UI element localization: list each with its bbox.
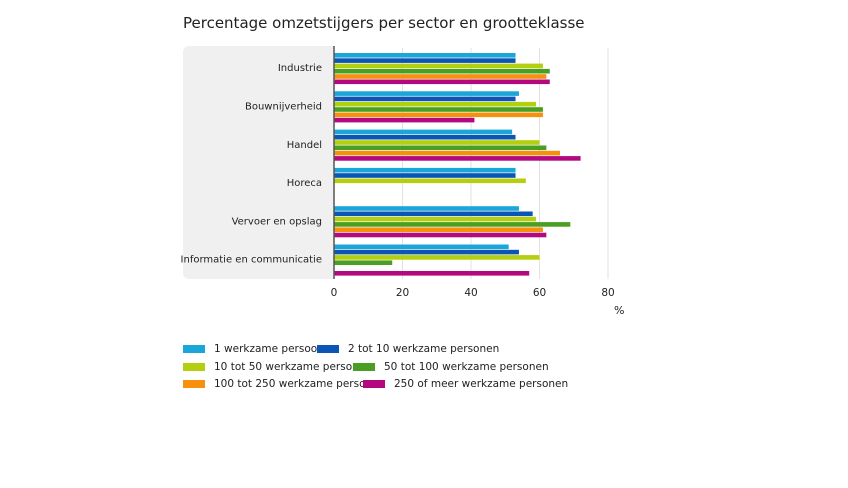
bar [334,112,543,118]
legend-swatch [317,345,339,353]
legend-label: 50 tot 100 werkzame personen [384,361,549,373]
bar [334,216,537,222]
legend-label: 2 tot 10 werkzame personen [348,343,500,355]
bar [334,68,550,74]
bar [334,107,543,112]
bar [334,134,516,140]
bar [334,91,519,96]
bar [334,150,561,156]
bar-chart: 0 20 40 60 80 Industrie Bouwnijverheid Handel Ho… [181,46,620,299]
x-tick-label: 80 [601,287,614,299]
plot-area [334,46,620,279]
legend-label: 1 werkzame persoon [214,343,324,355]
bar [334,173,516,178]
x-tick-label: 40 [464,287,477,299]
legend-swatch [353,363,375,371]
legend-item: 10 tot 50 werkzame personen [183,361,372,373]
category-label: Vervoer en opslag [232,216,322,227]
bar [334,244,509,250]
legend-label: 10 tot 50 werkzame personen [214,361,372,373]
category-label: Informatie en communicatie [181,255,322,266]
bar [334,156,581,161]
bar [334,63,543,69]
legend-item: 50 tot 100 werkzame personen [353,361,549,373]
category-label: Industrie [278,63,322,74]
bar [334,140,540,145]
bar [334,249,519,255]
bar [334,178,526,184]
category-label: Horeca [287,178,322,189]
legend-item: 100 tot 250 werkzame personen [183,378,385,390]
category-label: Handel [287,140,322,151]
legend-item: 1 werkzame persoon [183,343,324,355]
legend-label: 250 of meer werkzame personen [394,378,569,390]
bar [334,255,540,260]
legend-swatch [183,380,205,388]
bar [334,117,475,123]
x-tick-label: 60 [533,287,546,299]
bar [334,101,537,107]
category-label: Bouwnijverheid [245,101,322,112]
bar [334,227,543,232]
x-tick-label: 20 [396,287,409,299]
bar [334,96,516,102]
bar [334,58,516,63]
bar [334,129,513,135]
bar [334,74,547,79]
legend-label: 100 tot 250 werkzame personen [214,378,386,390]
bar [334,145,547,151]
legend-item: 2 tot 10 werkzame personen [317,343,499,355]
x-tick-label: 0 [331,287,338,299]
bar [334,53,516,58]
bar [334,232,547,238]
legend-swatch [183,363,205,371]
legend-item: 250 of meer werkzame personen [363,378,568,390]
bar [334,211,533,217]
bar [334,167,516,173]
x-axis-label: % [614,304,625,317]
chart-title: Percentage omzetstijgers per sector en g… [183,14,585,32]
bar [334,206,519,211]
bar [334,79,550,85]
legend-swatch [183,345,205,353]
bar [334,222,571,227]
bar [334,271,530,276]
legend-swatch [363,380,385,388]
bar [334,260,393,265]
